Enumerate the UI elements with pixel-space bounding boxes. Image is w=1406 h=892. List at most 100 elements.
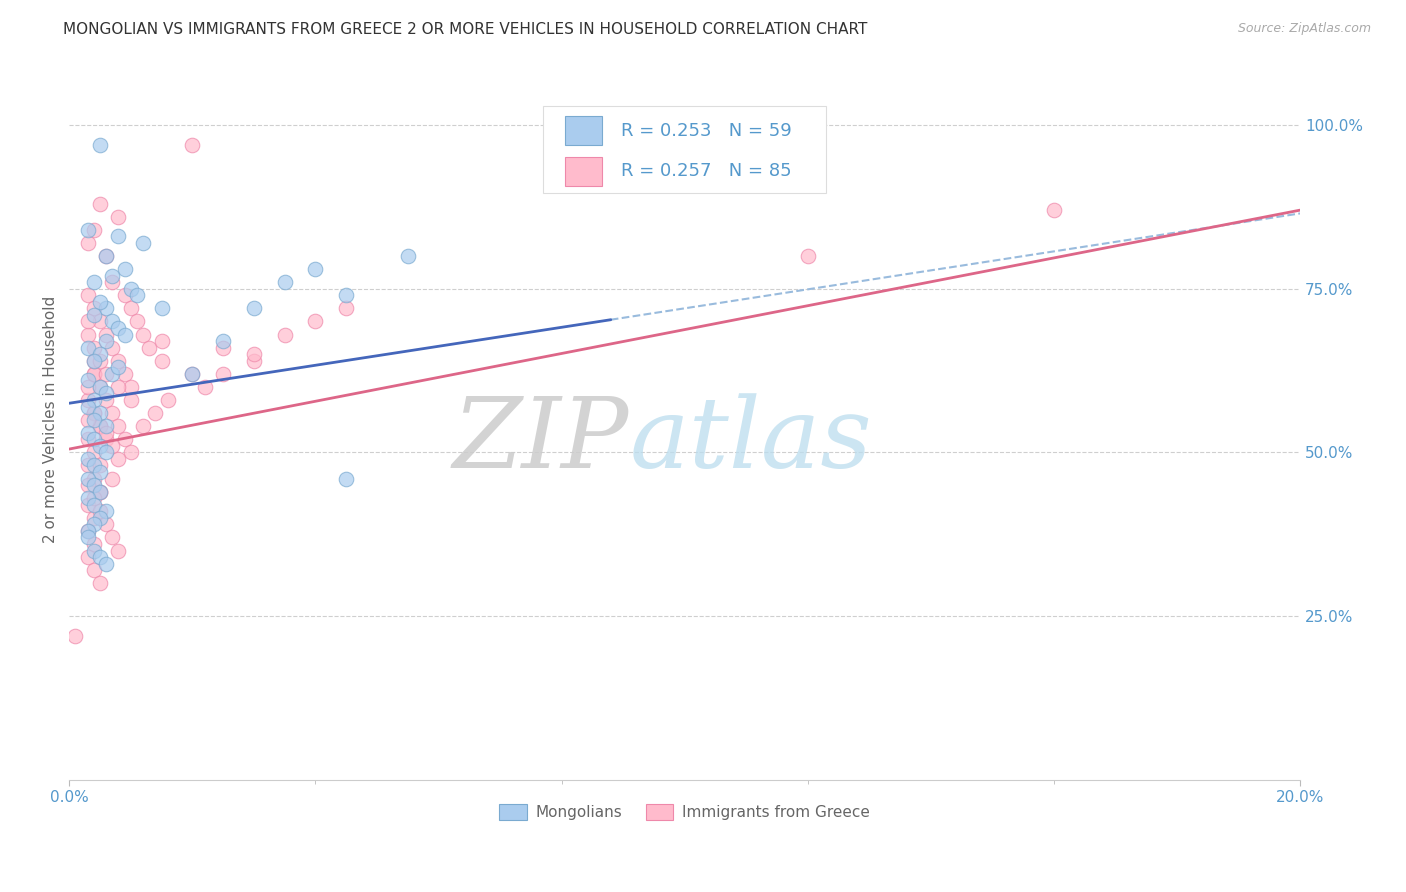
Point: [83, 308, 105, 322]
Point: [83, 517, 105, 532]
Point: [114, 262, 136, 277]
Point: [96, 249, 118, 263]
Point: [76, 425, 98, 440]
Point: [132, 419, 155, 434]
Point: [194, 380, 217, 394]
Point: [125, 288, 148, 302]
Point: [65, 629, 87, 643]
Point: [89, 314, 111, 328]
Point: [83, 445, 105, 459]
Point: [107, 543, 129, 558]
Legend: Mongolians, Immigrants from Greece: Mongolians, Immigrants from Greece: [494, 797, 876, 826]
Point: [89, 550, 111, 565]
Point: [120, 445, 142, 459]
Point: [181, 137, 204, 152]
Point: [76, 458, 98, 473]
Point: [96, 301, 118, 316]
Point: [76, 288, 98, 302]
Point: [89, 353, 111, 368]
Point: [396, 249, 419, 263]
Point: [132, 235, 155, 250]
Point: [89, 419, 111, 434]
Point: [89, 380, 111, 394]
Point: [76, 327, 98, 342]
Point: [101, 341, 124, 355]
Point: [114, 367, 136, 381]
Point: [145, 406, 167, 420]
Point: [120, 380, 142, 394]
Point: [181, 367, 204, 381]
Point: [101, 367, 124, 381]
Point: [76, 314, 98, 328]
Point: [96, 557, 118, 571]
Point: [335, 471, 357, 485]
Point: [96, 445, 118, 459]
Point: [76, 380, 98, 394]
Point: [1043, 203, 1066, 218]
Point: [83, 406, 105, 420]
Point: [101, 471, 124, 485]
Point: [132, 327, 155, 342]
Text: R = 0.257   N = 85: R = 0.257 N = 85: [620, 162, 792, 180]
Point: [96, 327, 118, 342]
Point: [96, 419, 118, 434]
Point: [107, 360, 129, 375]
Point: [83, 275, 105, 289]
Point: [89, 347, 111, 361]
Point: [120, 282, 142, 296]
Point: [96, 504, 118, 518]
Point: [150, 334, 173, 348]
Point: [89, 484, 111, 499]
Point: [101, 439, 124, 453]
Point: [89, 419, 111, 434]
Point: [76, 550, 98, 565]
Point: [76, 223, 98, 237]
Text: R = 0.253   N = 59: R = 0.253 N = 59: [620, 122, 792, 140]
Point: [96, 367, 118, 381]
Point: [181, 367, 204, 381]
Point: [76, 478, 98, 492]
Point: [89, 439, 111, 453]
Point: [76, 341, 98, 355]
Point: [89, 510, 111, 524]
Point: [120, 301, 142, 316]
Point: [76, 235, 98, 250]
Point: [89, 380, 111, 394]
Point: [83, 412, 105, 426]
Point: [89, 294, 111, 309]
Point: [83, 510, 105, 524]
FancyBboxPatch shape: [565, 157, 602, 186]
Point: [114, 327, 136, 342]
Point: [96, 334, 118, 348]
Point: [96, 386, 118, 401]
Point: [101, 530, 124, 544]
Point: [96, 425, 118, 440]
Point: [89, 576, 111, 591]
Point: [83, 491, 105, 505]
Point: [83, 458, 105, 473]
Point: [76, 498, 98, 512]
Point: [243, 347, 266, 361]
Point: [83, 353, 105, 368]
Text: MONGOLIAN VS IMMIGRANTS FROM GREECE 2 OR MORE VEHICLES IN HOUSEHOLD CORRELATION : MONGOLIAN VS IMMIGRANTS FROM GREECE 2 OR…: [63, 22, 868, 37]
Point: [273, 275, 295, 289]
Point: [83, 478, 105, 492]
Point: [107, 419, 129, 434]
Point: [76, 451, 98, 466]
Point: [83, 537, 105, 551]
Point: [243, 301, 266, 316]
Point: [212, 341, 235, 355]
Point: [76, 432, 98, 446]
Point: [76, 524, 98, 538]
Text: Source: ZipAtlas.com: Source: ZipAtlas.com: [1237, 22, 1371, 36]
Point: [273, 327, 295, 342]
Point: [83, 367, 105, 381]
Point: [76, 412, 98, 426]
Point: [83, 471, 105, 485]
Point: [89, 458, 111, 473]
Point: [120, 392, 142, 407]
Point: [125, 314, 148, 328]
Y-axis label: 2 or more Vehicles in Household: 2 or more Vehicles in Household: [44, 296, 58, 543]
Point: [101, 406, 124, 420]
Point: [76, 392, 98, 407]
